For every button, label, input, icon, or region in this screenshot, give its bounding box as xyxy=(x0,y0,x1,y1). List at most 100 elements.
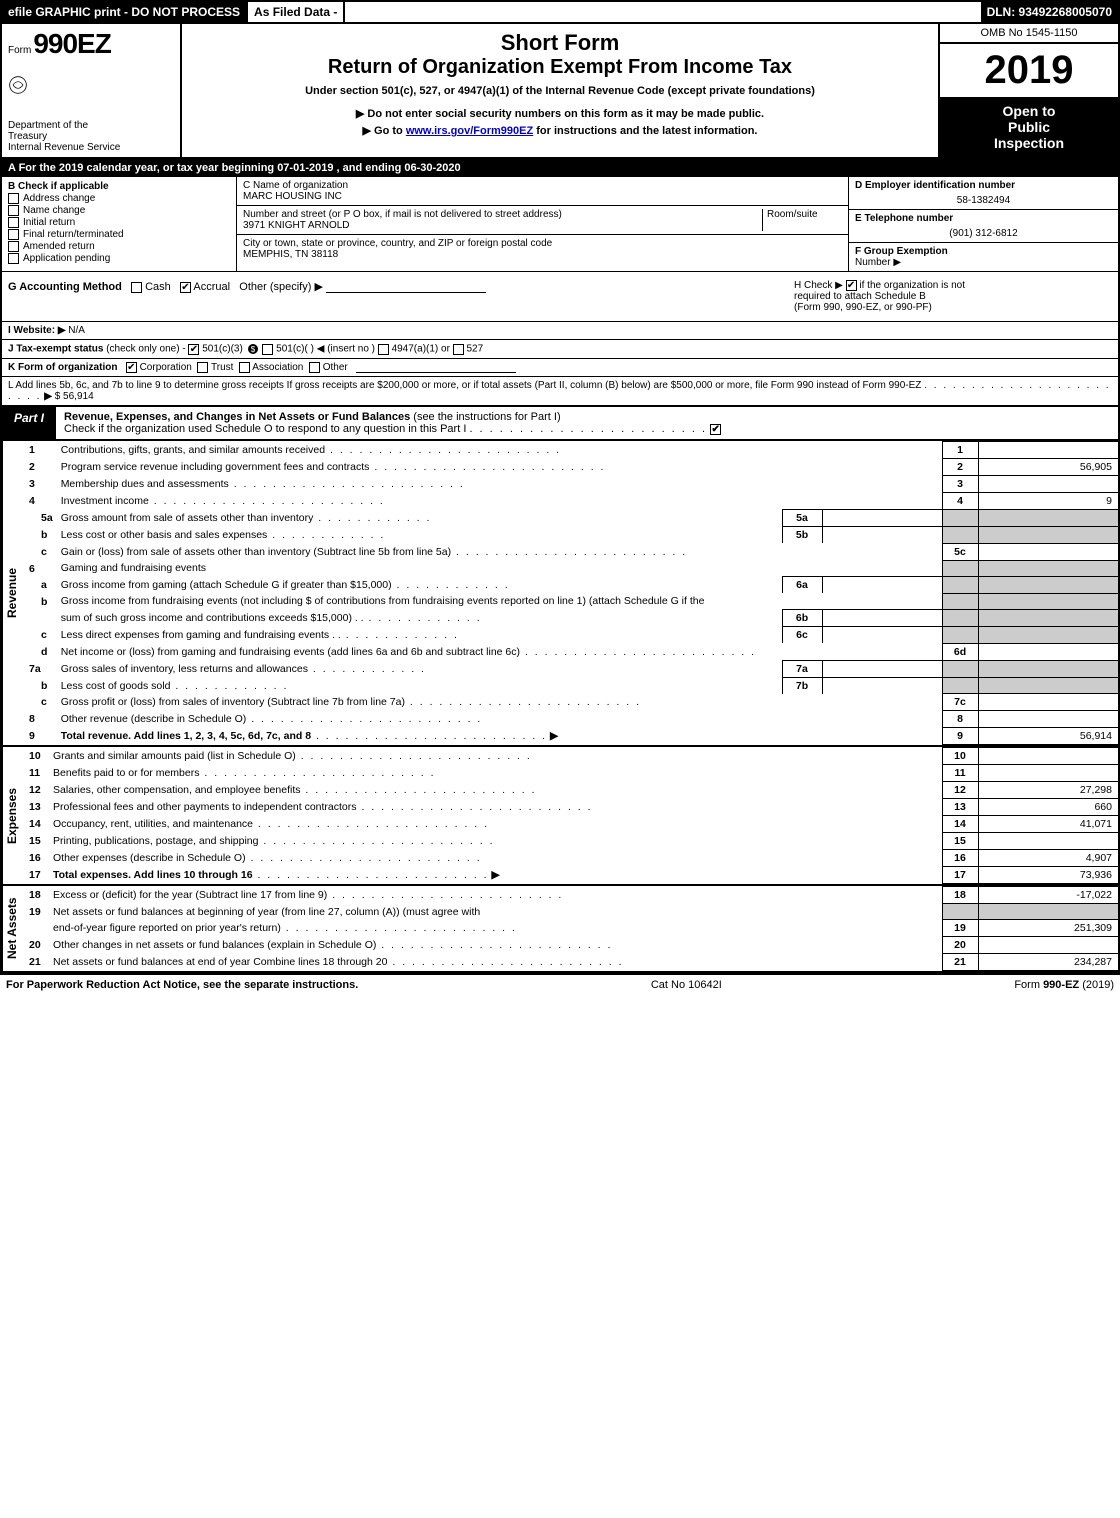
city-cell: City or town, state or province, country… xyxy=(237,235,848,263)
dots xyxy=(364,612,482,624)
ein-label: D Employer identification number xyxy=(855,180,1112,191)
line-row: 13Professional fees and other payments t… xyxy=(21,799,1118,816)
line-description: Gross income from fundraising events (no… xyxy=(57,593,942,610)
k-opt-label: Other xyxy=(323,362,348,373)
right-line-ref: 5c xyxy=(942,543,978,560)
right-box-shaded xyxy=(942,660,978,677)
box-b-item: Application pending xyxy=(8,253,230,264)
ein-value: 58-1382494 xyxy=(855,195,1112,206)
line-number: 4 xyxy=(21,493,57,510)
irs-link[interactable]: www.irs.gov/Form990EZ xyxy=(406,125,533,137)
box-b-checkbox[interactable] xyxy=(8,253,19,264)
accrual-checkbox[interactable] xyxy=(180,282,191,293)
k-opt-label: Association xyxy=(252,362,303,373)
line-row: 16Other expenses (describe in Schedule O… xyxy=(21,850,1118,867)
line-row: 8Other revenue (describe in Schedule O)8 xyxy=(21,711,1118,728)
line-description: Printing, publications, postage, and shi… xyxy=(49,833,942,850)
form-header: Form 990EZ Department of the Treasury In… xyxy=(2,24,1118,159)
line-number: 1 xyxy=(21,442,57,459)
dots xyxy=(313,512,431,524)
dots xyxy=(253,818,489,830)
other-specify-blank[interactable] xyxy=(326,282,486,293)
h-checkbox[interactable] xyxy=(846,280,857,291)
box-b-label: Address change xyxy=(23,193,95,204)
j-4947-checkbox[interactable] xyxy=(378,344,389,355)
line-number: 15 xyxy=(21,833,49,850)
line-number: b xyxy=(21,527,57,544)
k-checkbox[interactable] xyxy=(309,362,320,373)
k-checkbox[interactable] xyxy=(126,362,137,373)
box-b-checkbox[interactable] xyxy=(8,229,19,240)
dots xyxy=(387,956,623,968)
treasury-seal-icon xyxy=(8,75,174,98)
dots xyxy=(311,730,547,742)
j-note: (check only one) - xyxy=(106,344,185,355)
right-line-value: 56,914 xyxy=(978,728,1118,745)
box-b-title: B Check if applicable xyxy=(8,181,230,192)
instruction-line-2: ▶ Go to www.irs.gov/Form990EZ for instru… xyxy=(190,124,930,137)
right-line-value xyxy=(978,643,1118,660)
box-b-checkbox[interactable] xyxy=(8,205,19,216)
h-text4: (Form 990, 990-EZ, or 990-PF) xyxy=(794,302,932,313)
j-501c3-checkbox[interactable] xyxy=(188,344,199,355)
mid-line-value xyxy=(822,527,942,544)
part1-schedule-o-checkbox[interactable] xyxy=(710,424,721,435)
revenue-label: Revenue xyxy=(2,441,21,745)
line-row: 2Program service revenue including gover… xyxy=(21,459,1118,476)
line-row: 11Benefits paid to or for members11 xyxy=(21,765,1118,782)
line-description: Net income or (loss) from gaming and fun… xyxy=(57,643,942,660)
j-label: J Tax-exempt status xyxy=(8,344,103,355)
mid-line-ref: 6c xyxy=(782,627,822,644)
header-center: Short Form Return of Organization Exempt… xyxy=(182,24,938,157)
j-opt2-note: ◀ (insert no ) xyxy=(317,344,375,355)
k-checkbox[interactable] xyxy=(197,362,208,373)
j-501c-checkbox[interactable] xyxy=(262,344,273,355)
phone-value: (901) 312-6812 xyxy=(855,228,1112,239)
k-other-blank[interactable] xyxy=(356,362,516,373)
box-b-checkbox[interactable] xyxy=(8,217,19,228)
box-b-label: Amended return xyxy=(23,241,95,252)
line-number: 14 xyxy=(21,816,49,833)
line-description: Benefits paid to or for members xyxy=(49,765,942,782)
line-row: 21Net assets or fund balances at end of … xyxy=(21,954,1118,971)
line-row: cLess direct expenses from gaming and fu… xyxy=(21,627,1118,644)
j-opt4: 527 xyxy=(466,344,483,355)
dots xyxy=(376,939,612,951)
line-description: end-of-year figure reported on prior yea… xyxy=(49,920,942,937)
group-exempt-label: F Group Exemption xyxy=(855,246,948,257)
j-527-checkbox[interactable] xyxy=(453,344,464,355)
box-b-checkbox[interactable] xyxy=(8,241,19,252)
line-number xyxy=(21,610,57,627)
line-number: 19 xyxy=(21,904,49,920)
right-line-value xyxy=(978,543,1118,560)
form-number: 990EZ xyxy=(33,28,111,60)
line-row: 15Printing, publications, postage, and s… xyxy=(21,833,1118,850)
line-row: 17Total expenses. Add lines 10 through 1… xyxy=(21,867,1118,884)
mid-line-ref: 7a xyxy=(782,660,822,677)
footer-right-pre: Form xyxy=(1014,979,1043,991)
mid-line-value xyxy=(822,660,942,677)
topbar: efile GRAPHIC print - DO NOT PROCESS As … xyxy=(2,2,1118,24)
line-description: Net assets or fund balances at beginning… xyxy=(49,904,942,920)
box-b: B Check if applicable Address changeName… xyxy=(2,177,237,271)
line-row: cGross profit or (loss) from sales of in… xyxy=(21,694,1118,711)
right-box-shaded xyxy=(942,904,978,920)
k-checkbox[interactable] xyxy=(239,362,250,373)
header-left: Form 990EZ Department of the Treasury In… xyxy=(2,24,182,157)
line-row: 3Membership dues and assessments3 xyxy=(21,476,1118,493)
insp3: Inspection xyxy=(944,135,1114,151)
insp1: Open to xyxy=(944,103,1114,119)
form-subtitle: Under section 501(c), 527, or 4947(a)(1)… xyxy=(190,85,930,97)
cash-checkbox[interactable] xyxy=(131,282,142,293)
box-f: F Group Exemption Number ▶ xyxy=(849,243,1118,271)
box-b-checkbox[interactable] xyxy=(8,193,19,204)
box-c-label: C Name of organization xyxy=(243,180,842,191)
section-bcdef: B Check if applicable Address changeName… xyxy=(2,177,1118,272)
box-b-item: Initial return xyxy=(8,217,230,228)
dots xyxy=(369,461,605,473)
right-line-value xyxy=(978,442,1118,459)
right-box-shaded xyxy=(942,627,978,644)
other-label: Other (specify) ▶ xyxy=(239,281,323,293)
right-line-value xyxy=(978,748,1118,765)
line-row: 12Salaries, other compensation, and empl… xyxy=(21,782,1118,799)
